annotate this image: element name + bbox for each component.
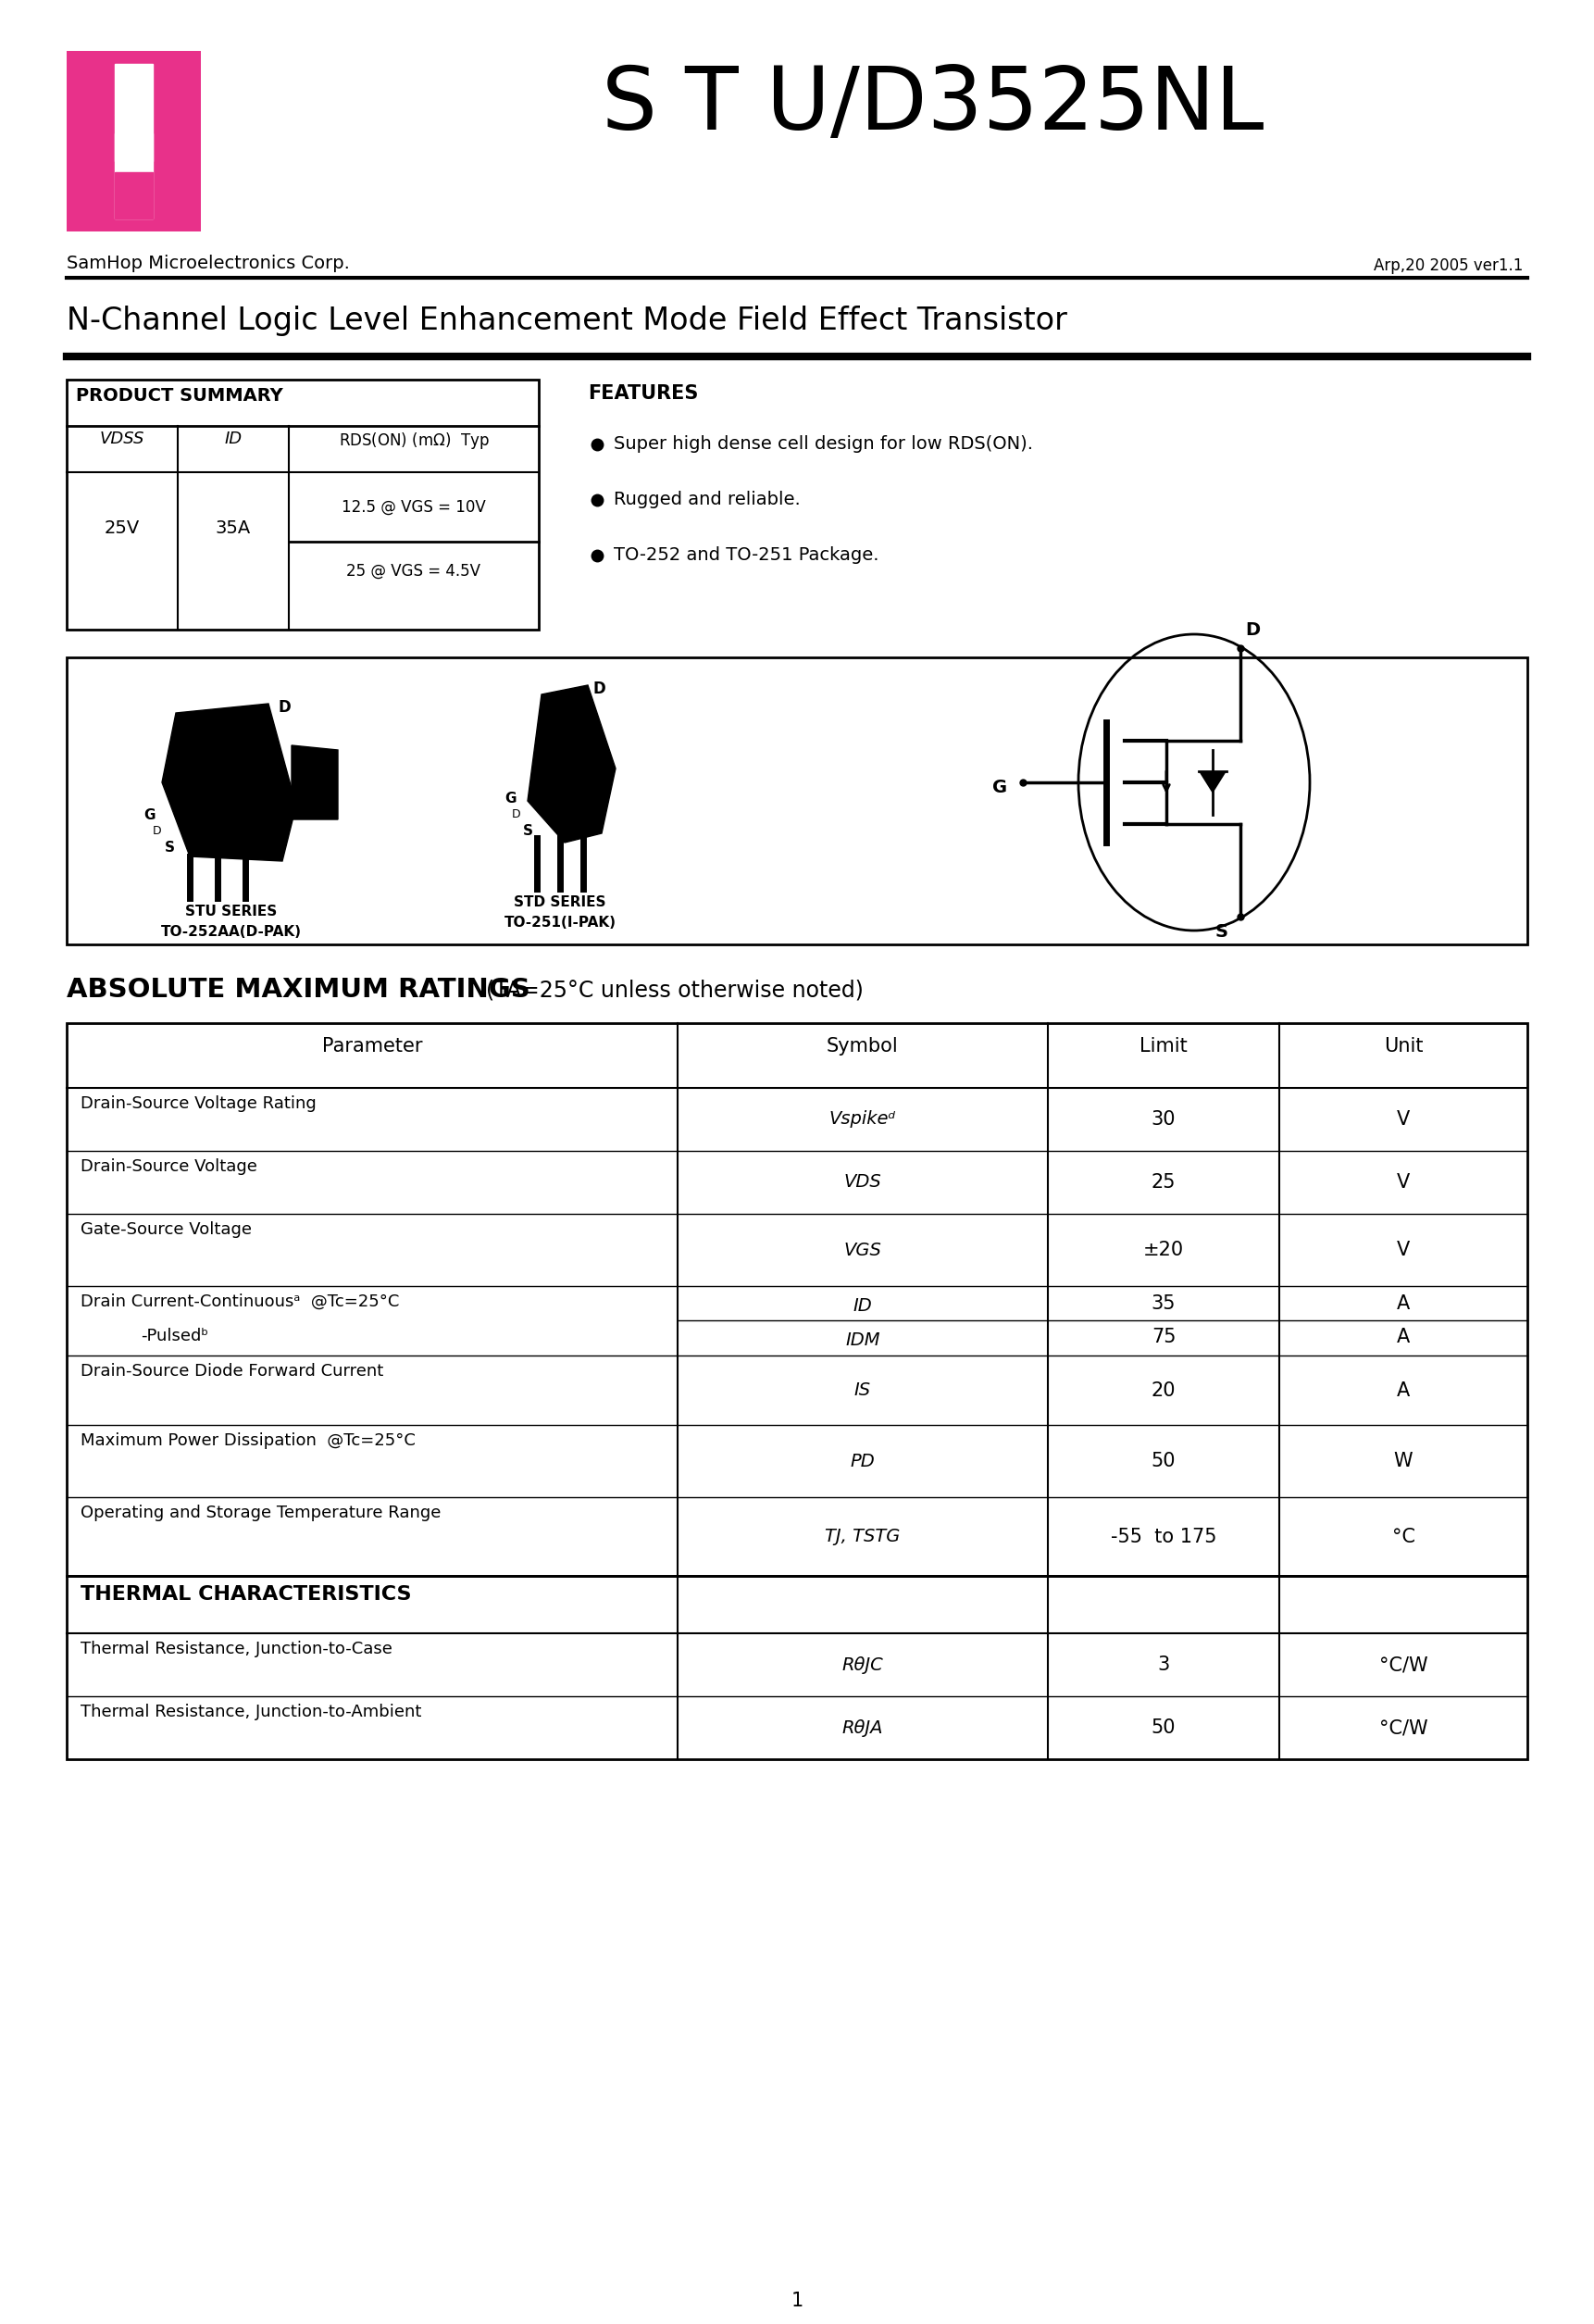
Polygon shape xyxy=(67,51,201,232)
Text: Drain Current-Continuousᵃ  @Tc=25°C: Drain Current-Continuousᵃ @Tc=25°C xyxy=(81,1294,400,1311)
Text: Unit: Unit xyxy=(1384,1037,1423,1055)
Text: 25V: 25V xyxy=(105,518,140,537)
Text: SamHop Microelectronics Corp.: SamHop Microelectronics Corp. xyxy=(67,256,349,272)
Text: N-Channel Logic Level Enhancement Mode Field Effect Transistor: N-Channel Logic Level Enhancement Mode F… xyxy=(67,304,1066,337)
Polygon shape xyxy=(115,63,153,114)
Text: 50: 50 xyxy=(1151,1717,1176,1736)
Polygon shape xyxy=(115,132,153,160)
Text: TJ, TSTG: TJ, TSTG xyxy=(826,1527,901,1545)
Text: Super high dense cell design for low RDS(ON).: Super high dense cell design for low RDS… xyxy=(614,435,1033,453)
Text: (TA=25°C unless otherwise noted): (TA=25°C unless otherwise noted) xyxy=(472,978,864,1002)
Text: Drain-Source Diode Forward Current: Drain-Source Diode Forward Current xyxy=(81,1362,384,1380)
Text: 20: 20 xyxy=(1151,1380,1176,1399)
Text: Drain-Source Voltage Rating: Drain-Source Voltage Rating xyxy=(81,1095,316,1111)
Polygon shape xyxy=(115,114,153,218)
Text: Gate-Source Voltage: Gate-Source Voltage xyxy=(81,1220,252,1239)
Text: G: G xyxy=(143,809,155,823)
Text: °C/W: °C/W xyxy=(1379,1655,1428,1673)
Text: RDS(ON) (m$\Omega$)  Typ: RDS(ON) (m$\Omega$) Typ xyxy=(338,430,489,451)
Text: A: A xyxy=(1396,1294,1411,1313)
Text: D: D xyxy=(277,700,290,716)
Text: THERMAL CHARACTERISTICS: THERMAL CHARACTERISTICS xyxy=(81,1585,411,1604)
Polygon shape xyxy=(1199,772,1226,792)
Text: V: V xyxy=(1396,1174,1411,1192)
Text: D: D xyxy=(512,809,521,820)
Text: S: S xyxy=(164,841,175,855)
Text: S: S xyxy=(523,825,532,839)
Text: 3: 3 xyxy=(1157,1655,1170,1673)
Text: IS: IS xyxy=(854,1380,870,1399)
Text: STU SERIES: STU SERIES xyxy=(185,904,277,918)
Text: PRODUCT SUMMARY: PRODUCT SUMMARY xyxy=(77,388,284,404)
Text: -55  to 175: -55 to 175 xyxy=(1111,1527,1216,1545)
Text: 50: 50 xyxy=(1151,1452,1176,1471)
Text: ±20: ±20 xyxy=(1143,1241,1184,1260)
Text: TO-251(I-PAK): TO-251(I-PAK) xyxy=(504,916,615,930)
Text: V: V xyxy=(1396,1241,1411,1260)
Text: G: G xyxy=(991,779,1007,795)
Text: Parameter: Parameter xyxy=(322,1037,422,1055)
Text: ID: ID xyxy=(225,430,242,446)
Text: Maximum Power Dissipation  @Tc=25°C: Maximum Power Dissipation @Tc=25°C xyxy=(81,1432,416,1450)
Text: Thermal Resistance, Junction-to-Ambient: Thermal Resistance, Junction-to-Ambient xyxy=(81,1703,421,1720)
Text: Limit: Limit xyxy=(1140,1037,1188,1055)
Text: Operating and Storage Temperature Range: Operating and Storage Temperature Range xyxy=(81,1504,442,1522)
Polygon shape xyxy=(292,746,338,820)
Text: VDS: VDS xyxy=(843,1174,881,1192)
Text: -Pulsedᵇ: -Pulsedᵇ xyxy=(140,1327,209,1343)
Text: 30: 30 xyxy=(1151,1111,1176,1129)
Text: Drain-Source Voltage: Drain-Source Voltage xyxy=(81,1157,257,1176)
Text: TO-252AA(D-PAK): TO-252AA(D-PAK) xyxy=(161,925,301,939)
Text: 75: 75 xyxy=(1151,1329,1176,1346)
Text: STD SERIES: STD SERIES xyxy=(513,895,606,909)
Text: 35A: 35A xyxy=(215,518,250,537)
Text: ID: ID xyxy=(853,1297,872,1315)
Text: 25 @ VGS = 4.5V: 25 @ VGS = 4.5V xyxy=(346,562,481,579)
Text: Arp,20 2005 ver1.1: Arp,20 2005 ver1.1 xyxy=(1374,258,1522,274)
Text: ABSOLUTE MAXIMUM RATINGS: ABSOLUTE MAXIMUM RATINGS xyxy=(67,976,531,1002)
Text: VDSS: VDSS xyxy=(100,430,145,446)
Text: 12.5 @ VGS = 10V: 12.5 @ VGS = 10V xyxy=(341,500,486,516)
Text: G: G xyxy=(504,792,516,806)
Text: Rugged and reliable.: Rugged and reliable. xyxy=(614,490,800,509)
Text: IDM: IDM xyxy=(845,1332,880,1348)
Text: Thermal Resistance, Junction-to-Case: Thermal Resistance, Junction-to-Case xyxy=(81,1641,392,1657)
Text: D: D xyxy=(153,825,161,837)
Text: V: V xyxy=(1396,1111,1411,1129)
Text: S: S xyxy=(1215,923,1229,941)
Polygon shape xyxy=(163,704,296,862)
Text: A: A xyxy=(1396,1329,1411,1346)
Text: VGS: VGS xyxy=(843,1241,881,1260)
Text: PD: PD xyxy=(850,1452,875,1469)
Text: 1: 1 xyxy=(791,2291,803,2310)
Text: 25: 25 xyxy=(1151,1174,1176,1192)
Text: S T U/D3525NL: S T U/D3525NL xyxy=(574,63,1264,149)
Text: RθJC: RθJC xyxy=(842,1657,883,1673)
Text: Vspikeᵈ: Vspikeᵈ xyxy=(829,1111,896,1127)
Text: FEATURES: FEATURES xyxy=(588,383,698,402)
Polygon shape xyxy=(528,686,615,844)
Text: D: D xyxy=(1245,621,1259,639)
Polygon shape xyxy=(115,172,153,218)
Text: °C/W: °C/W xyxy=(1379,1717,1428,1736)
Text: Symbol: Symbol xyxy=(827,1037,899,1055)
Text: A: A xyxy=(1396,1380,1411,1399)
Text: D: D xyxy=(593,681,606,697)
Text: TO-252 and TO-251 Package.: TO-252 and TO-251 Package. xyxy=(614,546,878,565)
Text: °C: °C xyxy=(1392,1527,1415,1545)
Text: 35: 35 xyxy=(1151,1294,1176,1313)
Text: RθJA: RθJA xyxy=(842,1720,883,1736)
Text: W: W xyxy=(1393,1452,1412,1471)
